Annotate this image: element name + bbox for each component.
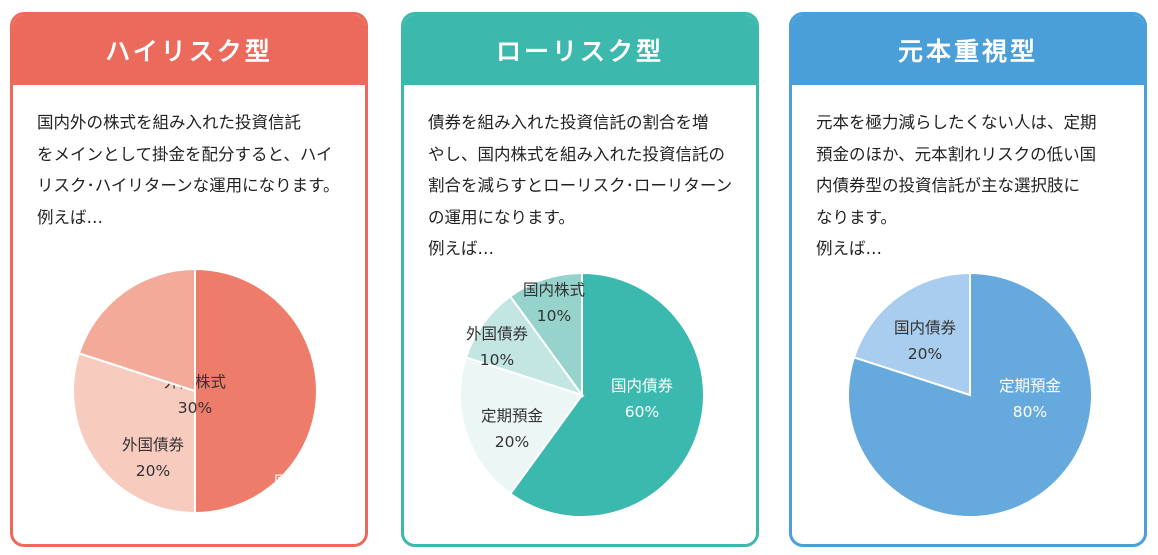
slice-value-label: 20%	[136, 462, 170, 480]
pie-slice	[77, 267, 196, 393]
pie-slice	[459, 356, 584, 496]
description-line: なります。	[816, 207, 897, 227]
card-description: 国内外の株式を組み入れた投資信託 をメインとして掛金を配分すると、ハイ リスク･…	[13, 85, 365, 233]
description-line: 例えば…	[816, 239, 882, 258]
description-line: やし、国内株式を組み入れた投資信託の	[428, 144, 725, 164]
pie-chart: 国内債券 60% 定期預金 20% 外国債券 10% 国内株式 10%	[459, 271, 705, 518]
card-description: 元本を極力減らしたくない人は、定期 預金のほか、元本割れリスクの低い国 内債券型…	[792, 85, 1144, 265]
slice-value-label: 10%	[537, 307, 571, 325]
description-line: をメインとして掛金を配分すると、ハイ	[37, 144, 333, 164]
card-title: ハイリスク型	[13, 15, 365, 85]
pie-slice	[508, 271, 705, 518]
description-line: 例えば…	[37, 207, 103, 227]
slice-value-label: 20%	[908, 345, 942, 363]
card-title: ローリスク型	[404, 15, 756, 85]
card-principal-protected: 元本重視型 元本を極力減らしたくない人は、定期 預金のほか、元本割れリスクの低い…	[789, 12, 1147, 547]
slice-label: 外国債券	[122, 436, 185, 454]
slice-value-label: 20%	[495, 433, 529, 451]
description-line: リスク･ハイリターンな運用になります。	[37, 176, 340, 195]
slice-value-label: 80%	[1013, 403, 1047, 421]
slice-label: 定期預金	[481, 407, 544, 425]
slice-value-label: 60%	[625, 403, 659, 421]
description-line: 預金のほか、元本割れリスクの低い国	[816, 144, 1097, 164]
card-low-risk: ローリスク型 債券を組み入れた投資信託の割合を増 やし、国内株式を組み入れた投資…	[401, 12, 759, 547]
slice-label: 国内債券	[611, 377, 674, 395]
pie-slice	[72, 352, 196, 515]
card-high-risk: ハイリスク型 国内外の株式を組み入れた投資信託 をメインとして掛金を配分すると、…	[10, 12, 368, 547]
slice-label: 国内株式	[274, 473, 336, 491]
slice-value-label: 50%	[288, 499, 322, 517]
description-line: 割合を減らすとローリスク･ローリターン	[428, 176, 733, 195]
description-line: 国内外の株式を組み入れた投資信託	[37, 113, 301, 132]
pie-slice	[508, 271, 583, 399]
slice-label: 国内債券	[894, 319, 957, 337]
description-line: 例えば…	[428, 239, 494, 258]
card-title: 元本重視型	[792, 15, 1144, 85]
slice-value-label: 10%	[480, 351, 514, 369]
slice-label: 定期預金	[999, 377, 1062, 395]
pie-slice	[464, 294, 585, 397]
slice-label: 外国債券	[466, 325, 529, 343]
slice-value-label: 30%	[178, 399, 212, 417]
pie-slice	[194, 267, 318, 515]
description-line: 内債券型の投資信託が主な選択肢に	[816, 176, 1080, 195]
slice-label: 国内株式	[523, 281, 585, 299]
description-line: 元本を極力減らしたくない人は、定期	[816, 113, 1097, 132]
pie-chart: 定期預金 80% 国内債券 20%	[847, 271, 1093, 518]
description-line: の運用になります。	[428, 207, 575, 227]
description-line: 債券を組み入れた投資信託の割合を増	[428, 113, 709, 132]
card-description: 債券を組み入れた投資信託の割合を増 やし、国内株式を組み入れた投資信託の 割合を…	[404, 85, 756, 265]
pie-slice	[852, 271, 971, 397]
